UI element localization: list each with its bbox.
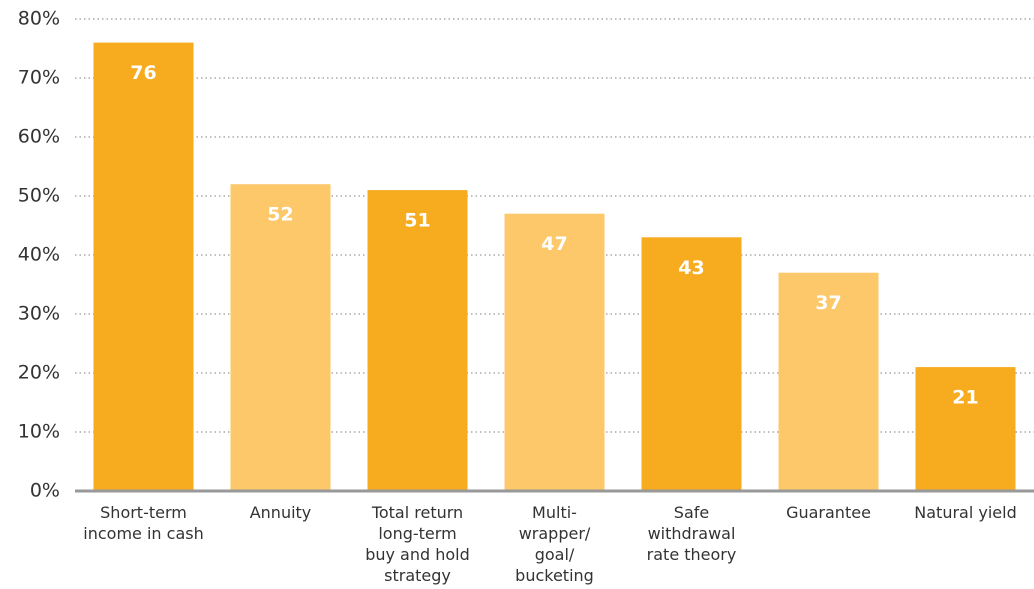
x-tick-label-line: income in cash bbox=[83, 524, 203, 543]
bar bbox=[367, 190, 468, 491]
x-tick-label: Total return long-term buy and hold strateg… bbox=[365, 503, 470, 585]
x-tick-label-line: Safe bbox=[674, 503, 709, 522]
bar bbox=[915, 367, 1016, 491]
x-tick-label-line: Multi- bbox=[532, 503, 577, 522]
bar bbox=[93, 42, 194, 491]
data-label: 76 bbox=[130, 62, 156, 84]
x-tick-label: Short-term income in cash bbox=[83, 503, 203, 543]
x-tick-label-line: strategy bbox=[384, 566, 451, 585]
y-tick-label: 40% bbox=[18, 244, 60, 266]
x-tick-label-line: long-term bbox=[378, 524, 456, 543]
x-tick-label-line: Natural yield bbox=[914, 503, 1016, 522]
bar bbox=[778, 272, 879, 491]
data-label: 47 bbox=[541, 233, 567, 255]
y-tick-label: 0% bbox=[30, 480, 60, 502]
data-label: 51 bbox=[404, 210, 430, 232]
bar bbox=[230, 184, 331, 491]
x-tick-label-line: rate theory bbox=[647, 545, 737, 564]
y-tick-label: 70% bbox=[18, 67, 60, 89]
x-tick-label: Safe withdrawal rate theory bbox=[647, 503, 737, 564]
bar bbox=[504, 213, 605, 491]
x-tick-label-line: withdrawal bbox=[648, 524, 736, 543]
y-tick-label: 60% bbox=[18, 126, 60, 148]
y-tick-label: 50% bbox=[18, 185, 60, 207]
x-tick-label-line: goal/ bbox=[535, 545, 575, 564]
x-tick-label-line: bucketing bbox=[515, 566, 594, 585]
x-tick-label-line: Annuity bbox=[250, 503, 312, 522]
x-tick-label-line: Short-term bbox=[100, 503, 187, 522]
x-tick-label: Multi-wrapper/goal/bucketing bbox=[515, 503, 594, 585]
x-tick-label-line: Guarantee bbox=[786, 503, 871, 522]
x-tick-label-line: buy and hold bbox=[365, 545, 470, 564]
y-tick-label: 30% bbox=[18, 303, 60, 325]
y-tick-label: 20% bbox=[18, 362, 60, 384]
data-label: 37 bbox=[815, 292, 841, 314]
data-label: 43 bbox=[678, 257, 704, 279]
data-label: 52 bbox=[267, 204, 293, 226]
bar bbox=[641, 237, 742, 491]
x-tick-label: Natural yield bbox=[914, 503, 1016, 522]
y-tick-label: 80% bbox=[18, 8, 60, 30]
x-tick-label: Guarantee bbox=[786, 503, 871, 522]
x-tick-label-line: Total return bbox=[371, 503, 463, 522]
data-label: 21 bbox=[952, 387, 978, 409]
y-tick-label: 10% bbox=[18, 421, 60, 443]
x-tick-label: Annuity bbox=[250, 503, 312, 522]
x-tick-label-line: wrapper/ bbox=[519, 524, 591, 543]
